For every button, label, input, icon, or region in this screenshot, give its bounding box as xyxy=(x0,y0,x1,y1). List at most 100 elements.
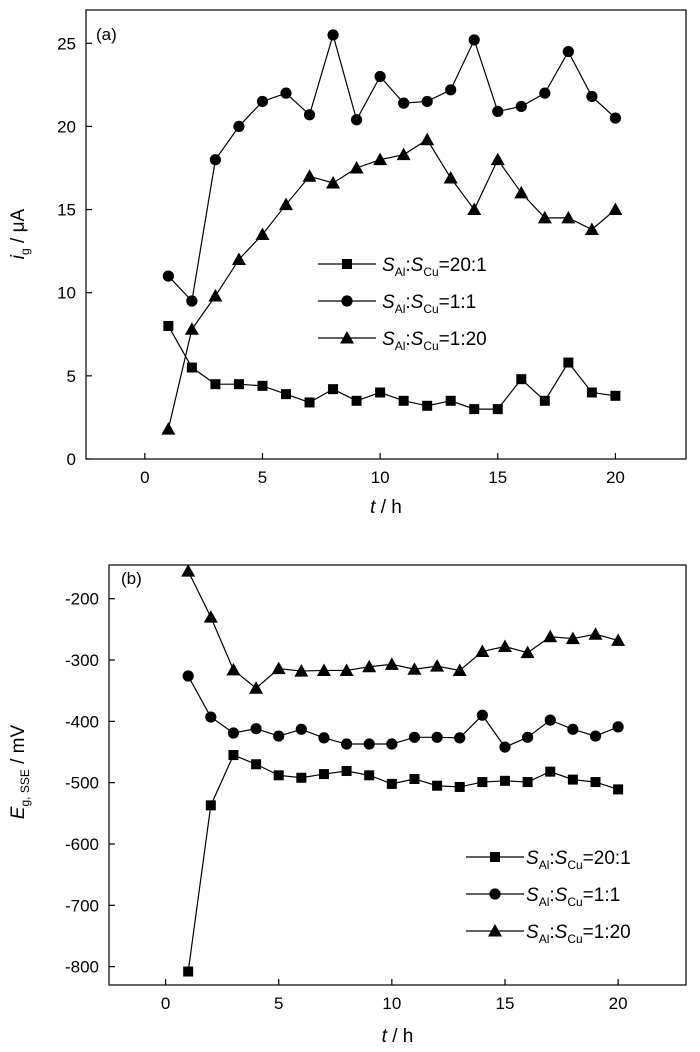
data-point-square xyxy=(351,395,362,406)
data-point-circle xyxy=(499,741,511,753)
data-point-circle xyxy=(318,732,330,744)
data-point-triangle xyxy=(420,132,435,146)
data-point-circle xyxy=(327,29,339,41)
data-point-circle xyxy=(398,97,410,109)
x-tick-label: 0 xyxy=(140,468,149,487)
data-point-square xyxy=(492,404,503,415)
legend-label: SAl:SCu=20:1 xyxy=(382,255,487,279)
data-point-circle xyxy=(522,731,534,743)
x-tick-label: 10 xyxy=(371,468,390,487)
data-point-square xyxy=(304,397,315,408)
x-tick-label: 20 xyxy=(609,994,628,1013)
data-point-triangle xyxy=(608,202,623,216)
data-point-circle xyxy=(273,730,285,742)
data-point-triangle xyxy=(203,610,218,623)
data-point-circle xyxy=(250,723,262,735)
x-axis-title: t / h xyxy=(382,1026,414,1047)
data-point-triangle xyxy=(161,422,176,435)
y-tick-label: -600 xyxy=(65,835,99,854)
data-point-triangle xyxy=(611,633,626,646)
x-axis-title: t / h xyxy=(370,497,402,518)
x-tick-label: 0 xyxy=(161,994,170,1013)
data-point-square xyxy=(563,357,574,368)
chart-panel-a: 0 5 10 15 20 0 5 10 15 20 25 (a) t / h ig / μA SAl:SCu… xyxy=(8,9,687,518)
data-point-square xyxy=(386,778,397,789)
data-point-square xyxy=(590,777,601,788)
y-tick-label: -200 xyxy=(65,590,99,609)
data-point-square xyxy=(205,800,216,811)
series-line xyxy=(187,675,619,748)
x-tick-label: 5 xyxy=(274,994,283,1013)
y-tick-label: -300 xyxy=(65,651,99,670)
data-point-square xyxy=(341,766,352,777)
data-point-circle xyxy=(492,105,504,118)
data-point-square xyxy=(586,387,597,398)
data-point-circle xyxy=(209,154,222,166)
data-point-square xyxy=(545,766,556,777)
data-point-circle xyxy=(544,714,556,726)
data-point-square xyxy=(539,395,550,406)
y-tick-label: 5 xyxy=(67,367,76,386)
series-circle xyxy=(182,670,624,753)
y-tick-label: 10 xyxy=(57,284,76,303)
data-point-circle xyxy=(454,732,466,744)
data-point-square xyxy=(613,784,624,795)
legend-label: SAl:SCu=1:20 xyxy=(526,922,631,946)
data-point-triangle xyxy=(373,152,388,166)
data-point-circle xyxy=(205,711,217,723)
data-point-circle xyxy=(295,723,307,735)
data-point-square xyxy=(281,389,291,400)
legend-entry: SAl:SCu=1:20 xyxy=(318,329,487,353)
data-point-triangle xyxy=(271,661,286,675)
x-tick-label: 15 xyxy=(488,468,507,487)
data-point-square xyxy=(469,404,480,415)
data-point-square xyxy=(454,781,465,792)
series-triangle xyxy=(161,132,623,435)
data-point-circle xyxy=(186,295,198,307)
series-triangle xyxy=(181,564,626,694)
data-point-circle xyxy=(340,738,353,750)
data-point-triangle xyxy=(249,681,264,694)
data-point-square xyxy=(328,384,339,395)
data-point-circle xyxy=(515,100,527,113)
data-point-triangle xyxy=(208,289,223,302)
x-tick-label: 15 xyxy=(496,994,515,1013)
data-point-square xyxy=(432,780,443,791)
data-point-triangle xyxy=(384,657,399,670)
data-point-circle xyxy=(363,738,375,750)
data-point-triangle xyxy=(514,185,529,199)
data-point-square xyxy=(522,777,533,788)
legend-label: SAl:SCu=1:1 xyxy=(382,292,476,316)
legend-entry: SAl:SCu=1:1 xyxy=(318,292,476,316)
data-point-triangle xyxy=(279,197,293,211)
y-tick-label: -400 xyxy=(65,712,99,731)
legend-marker-triangle xyxy=(488,924,502,937)
data-point-square xyxy=(567,774,578,785)
series-line xyxy=(167,138,616,430)
data-point-square xyxy=(445,395,456,406)
data-point-square xyxy=(183,966,194,977)
data-point-triangle xyxy=(294,664,309,677)
data-point-square xyxy=(186,362,197,373)
data-point-circle xyxy=(612,721,624,733)
data-point-circle xyxy=(162,270,174,282)
data-point-circle xyxy=(586,90,598,103)
data-point-circle xyxy=(233,120,245,133)
data-point-triangle xyxy=(396,147,411,161)
legend-marker-circle xyxy=(489,888,501,900)
y-tick-label: 20 xyxy=(57,117,76,136)
data-point-triangle xyxy=(520,645,535,659)
data-point-square xyxy=(233,379,244,390)
data-point-circle xyxy=(303,109,316,121)
data-point-triangle xyxy=(231,252,246,265)
series-circle xyxy=(162,29,622,307)
data-point-triangle xyxy=(584,222,599,236)
plot-frame xyxy=(85,9,687,460)
data-point-triangle xyxy=(497,639,512,653)
legend-marker-square xyxy=(490,852,500,862)
data-point-square xyxy=(257,380,268,391)
legend-entry: SAl:SCu=20:1 xyxy=(466,848,631,872)
data-point-square xyxy=(228,750,239,761)
data-point-square xyxy=(375,387,386,398)
